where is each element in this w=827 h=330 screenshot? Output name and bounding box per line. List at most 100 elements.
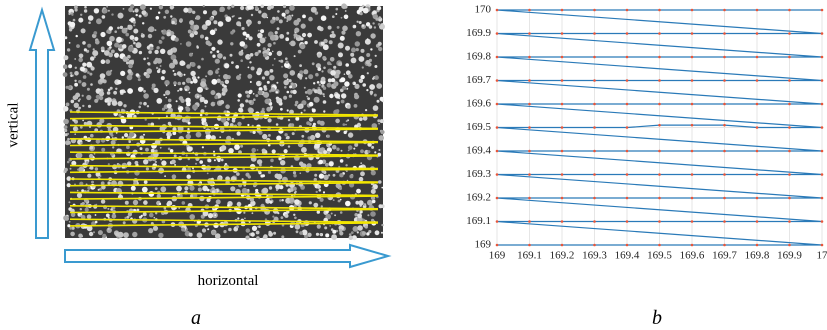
speckle-dot <box>256 159 263 165</box>
speckle-dot <box>237 93 242 98</box>
speckle-dot <box>323 174 329 180</box>
speckle-dot <box>184 186 189 191</box>
speckle-dot <box>110 208 113 211</box>
speckle-dot <box>166 103 172 109</box>
speckle-dot <box>320 205 323 208</box>
speckle-dot <box>172 127 177 132</box>
point-marker <box>820 8 824 12</box>
speckle-dot <box>339 187 342 190</box>
speckle-dot <box>295 230 299 234</box>
speckle-dot <box>333 109 339 116</box>
speckle-dot <box>132 39 135 42</box>
speckle-dot <box>224 63 230 69</box>
speckle-dot <box>163 207 167 210</box>
speckle-dot <box>362 231 366 236</box>
speckle-dot <box>264 98 271 105</box>
speckle-dot <box>297 49 302 54</box>
speckle-dot <box>301 100 307 106</box>
speckle-dot <box>241 26 245 31</box>
speckle-dot <box>278 157 282 161</box>
speckle-dot <box>284 62 290 68</box>
speckle-dot <box>219 6 225 13</box>
speckle-dot <box>209 16 214 21</box>
speckle-dot <box>144 118 147 121</box>
speckle-dot <box>70 212 76 217</box>
speckle-dot <box>245 90 249 94</box>
speckle-dot <box>167 147 171 151</box>
speckle-dot <box>360 171 365 177</box>
speckle-dot <box>95 39 100 45</box>
speckle-dot <box>358 117 363 121</box>
scan-line <box>69 205 379 210</box>
speckle-dot <box>130 4 135 9</box>
speckle-dot <box>189 52 193 57</box>
speckle-dot <box>313 96 320 103</box>
speckle-dot <box>160 158 163 161</box>
point-marker <box>755 196 759 200</box>
speckle-dot <box>300 23 306 29</box>
speckle-dot <box>266 80 270 84</box>
speckle-dot <box>378 204 383 209</box>
speckle-dot <box>87 15 94 21</box>
speckle-dot <box>280 160 286 166</box>
speckle-dot <box>358 200 364 206</box>
point-marker <box>560 55 564 59</box>
speckle-dot <box>265 198 268 201</box>
speckle-dot <box>255 94 259 98</box>
speckle-dot <box>284 9 290 15</box>
speckle-dot <box>369 90 374 95</box>
speckle-dot <box>206 87 209 90</box>
speckle-dot <box>143 180 148 185</box>
speckle-dot <box>113 90 117 95</box>
speckle-dot <box>215 199 221 205</box>
point-marker <box>560 32 564 35</box>
speckle-dot <box>252 130 256 134</box>
speckle-dot <box>188 91 191 94</box>
speckle-dot <box>243 211 246 214</box>
speckle-dot <box>354 94 360 100</box>
speckle-dot <box>331 234 337 241</box>
speckle-dot <box>340 99 345 104</box>
speckle-dot <box>239 17 242 20</box>
speckle-dot <box>193 24 200 30</box>
speckle-dot <box>129 35 135 40</box>
speckle-dot <box>114 30 117 33</box>
speckle-dot <box>233 226 238 232</box>
speckle-dot <box>99 118 105 124</box>
y-tick-label: 169.7 <box>466 74 491 86</box>
speckle-dot <box>302 14 306 19</box>
speckle-dot <box>107 102 111 106</box>
point-marker <box>723 32 726 35</box>
speckle-dot <box>338 228 343 233</box>
speckle-dot <box>323 66 326 70</box>
speckle-dot <box>143 93 149 99</box>
speckle-dot <box>73 102 80 109</box>
speckle-dot <box>284 213 289 218</box>
speckle-dot <box>294 103 298 107</box>
speckle-dot <box>334 93 341 99</box>
speckle-dot <box>375 17 379 21</box>
speckle-dot <box>218 74 221 77</box>
speckle-dot <box>132 199 139 206</box>
speckle-dot <box>266 16 269 19</box>
point-marker <box>820 79 824 82</box>
speckle-dot <box>94 220 98 224</box>
speckle-dot <box>201 57 204 61</box>
speckle-dot <box>177 81 182 86</box>
point-marker <box>593 55 596 59</box>
speckle-dot <box>270 158 274 163</box>
speckle-dot <box>201 146 204 149</box>
speckle-dot <box>358 176 364 182</box>
speckle-dot <box>193 31 198 35</box>
speckle-dot <box>361 4 365 8</box>
speckle-dot <box>356 231 359 234</box>
speckle-dot <box>353 104 358 108</box>
speckle-dot <box>227 204 230 207</box>
x-tick-label: 169 <box>489 250 506 262</box>
speckle-dot <box>107 9 110 12</box>
speckle-dot <box>152 163 158 169</box>
speckle-dot <box>122 7 125 10</box>
scan-line <box>69 208 379 214</box>
speckle-dot <box>345 63 350 67</box>
speckle-dot <box>210 135 216 141</box>
